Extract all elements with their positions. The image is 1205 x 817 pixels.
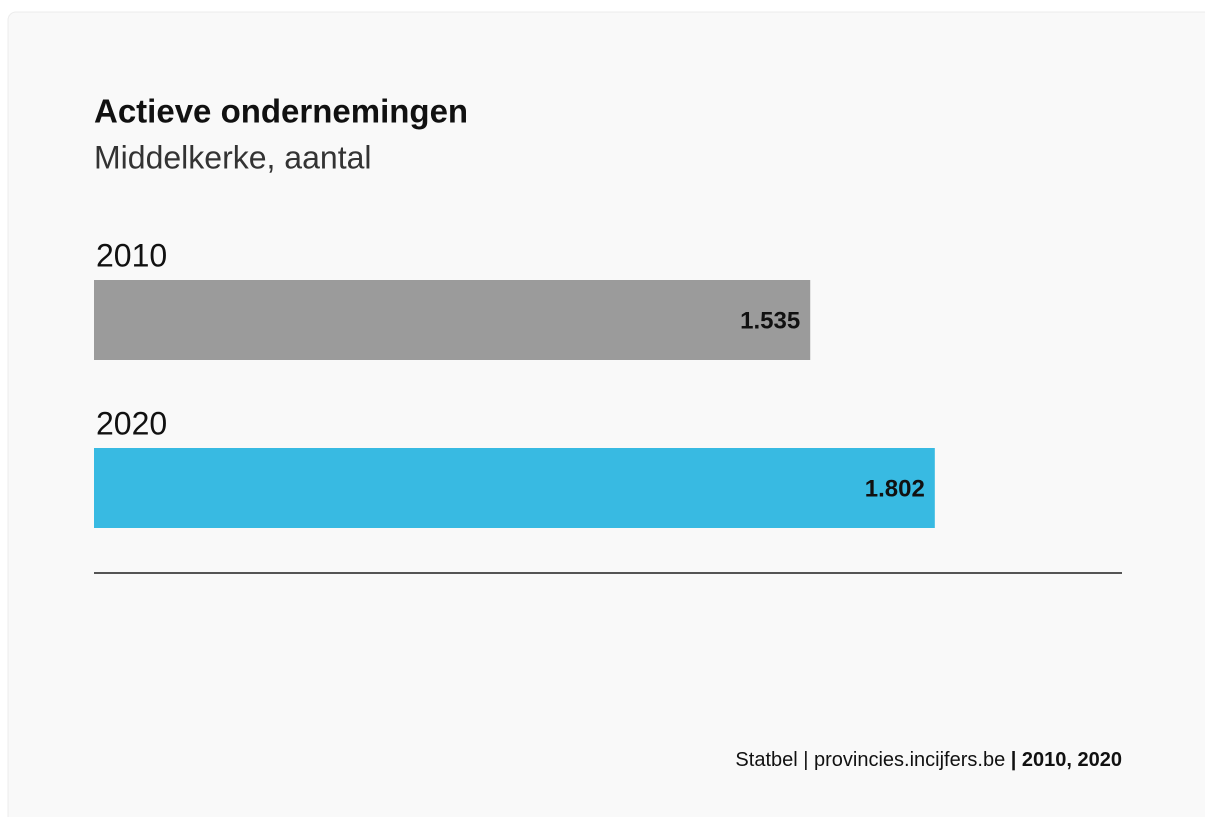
chart-subtitle: Middelkerke, aantal <box>94 139 371 175</box>
bar <box>94 280 811 360</box>
value-label: 1.535 <box>740 307 800 334</box>
source-period: | 2010, 2020 <box>1011 749 1122 771</box>
bar <box>94 448 935 528</box>
source: Statbel | provincies.incijfers.be | 2010… <box>735 749 1122 771</box>
card <box>7 11 1205 817</box>
value-label: 1.802 <box>865 475 925 502</box>
category-label: 2010 <box>96 237 167 273</box>
category-label: 2020 <box>96 405 167 441</box>
chart-title: Actieve ondernemingen <box>94 93 468 130</box>
source-text: Statbel | provincies.incijfers.be <box>735 749 1010 771</box>
